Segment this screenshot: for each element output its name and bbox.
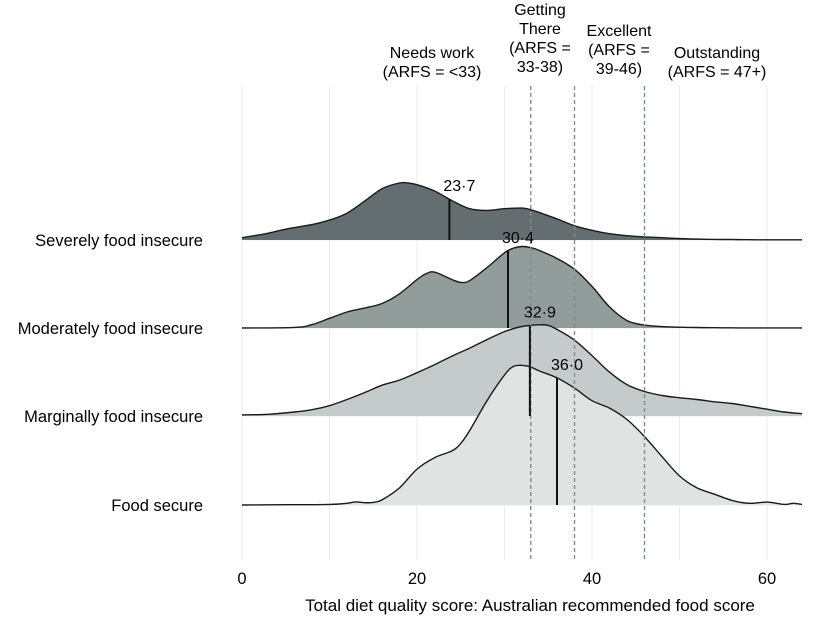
category-label-line: There (519, 21, 561, 38)
category-label-2: Getting There (ARFS = 33-38) (509, 2, 571, 76)
median-label-3: 32·9 (524, 305, 556, 322)
category-label-3: Excellent (ARFS = 39-46) (587, 23, 652, 78)
ridge-area-1 (242, 182, 802, 240)
y-label-3: Marginally food insecure (24, 408, 203, 426)
category-label-line: 39-46) (596, 61, 642, 78)
y-label-2: Moderately food insecure (18, 320, 203, 338)
category-label-line: Excellent (587, 23, 652, 40)
ridges (241, 181, 803, 506)
y-label-4: Food secure (111, 497, 203, 515)
category-label-line: Getting (514, 2, 566, 19)
category-label-line: Needs work (390, 45, 475, 62)
ridge-outline-4 (241, 364, 803, 506)
ridge-outline-1 (241, 181, 802, 241)
x-tick-label: 60 (758, 570, 776, 588)
y-label-1: Severely food insecure (35, 232, 203, 250)
ridge-outline-2 (241, 245, 803, 329)
category-label-1: Needs work (ARFS = <33) (383, 45, 482, 81)
y-axis-labels: Severely food insecure Moderately food in… (18, 232, 203, 515)
category-label-line: Outstanding (674, 45, 760, 62)
x-axis-ticks: 0 20 40 60 (237, 570, 776, 588)
median-lines: 23·7 30·4 32·9 36·0 (443, 178, 583, 505)
ridge-outline-3 (241, 323, 803, 416)
x-tick-label: 40 (583, 570, 601, 588)
x-tick-label: 0 (237, 570, 246, 588)
category-label-line: 33-38) (517, 59, 563, 76)
category-label-line: (ARFS = 47+) (668, 64, 767, 81)
ridge-area-2 (242, 246, 802, 328)
median-label-4: 36·0 (551, 357, 583, 374)
median-label-2: 30·4 (502, 230, 534, 247)
threshold-lines (530, 86, 646, 560)
category-label-line: (ARFS = <33) (383, 64, 482, 81)
ridge-area-4 (242, 365, 802, 505)
category-label-4: Outstanding (ARFS = 47+) (668, 45, 767, 81)
category-label-line: (ARFS = (509, 40, 571, 57)
category-labels: Needs work (ARFS = <33) Getting There (ARFS … (383, 2, 767, 81)
category-label-line: (ARFS = (588, 42, 650, 59)
x-axis-label: Total diet quality score: Australian rec… (305, 596, 755, 615)
x-tick-label: 20 (408, 570, 426, 588)
median-label-1: 23·7 (443, 178, 475, 195)
